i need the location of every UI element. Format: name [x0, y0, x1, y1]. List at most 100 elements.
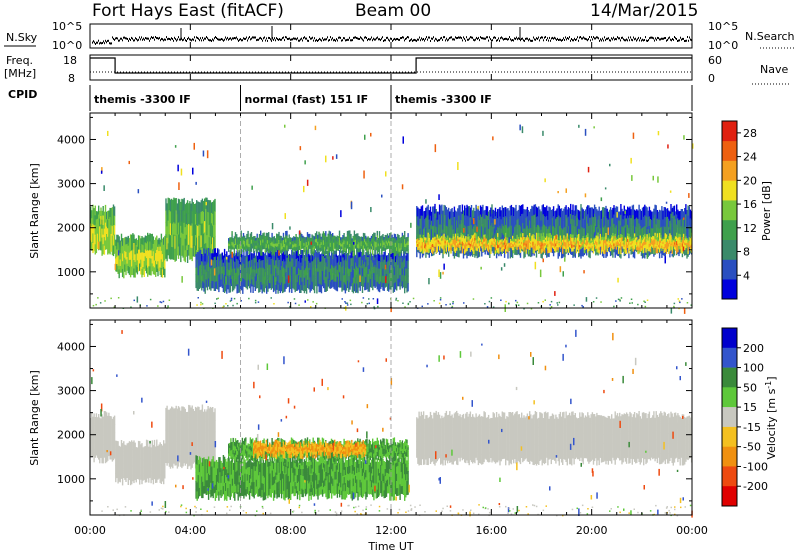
nsky-sample	[588, 38, 589, 41]
nsky-sample	[406, 37, 407, 40]
heat-cell	[276, 248, 278, 257]
heat-cell	[296, 242, 298, 246]
heat-cell	[436, 211, 438, 221]
heat-cell	[98, 214, 100, 224]
heat-cell	[394, 234, 397, 239]
heat-cell	[564, 246, 566, 250]
heat-cell	[326, 258, 328, 268]
heat-cell	[335, 250, 337, 255]
heat-cell	[400, 271, 402, 280]
heat-cell	[348, 260, 350, 269]
heat-cell	[588, 215, 590, 227]
heat-cell	[491, 238, 493, 241]
heat-cell	[557, 242, 559, 246]
heat-cell	[302, 240, 304, 244]
heat-cell	[514, 241, 516, 244]
heat-cell	[184, 238, 186, 251]
heat-cell	[246, 256, 249, 266]
heat-cell	[392, 243, 394, 247]
heat-cell	[301, 250, 303, 259]
heat-cell	[308, 245, 310, 250]
heat-cell	[583, 249, 586, 253]
heat-cell	[287, 248, 289, 252]
heat-cell	[315, 271, 317, 279]
heat-cell	[119, 259, 121, 267]
heat-cell	[593, 232, 596, 242]
heat-cell	[518, 247, 521, 250]
nsky-sample	[557, 37, 558, 40]
heat-cell	[300, 249, 302, 255]
heat-cell	[274, 246, 277, 250]
heat-cell	[484, 218, 486, 228]
heat-cell	[623, 215, 625, 227]
heat-cell	[198, 265, 201, 274]
heat-cell	[312, 274, 315, 283]
heat-cell	[516, 243, 518, 247]
heat-cell	[335, 281, 337, 291]
heat-cell	[398, 278, 400, 287]
heat-cell	[109, 217, 111, 227]
heat-cell	[438, 204, 441, 215]
heat-cell	[248, 274, 251, 282]
heat-cell	[487, 247, 490, 250]
heat-cell	[636, 209, 638, 219]
heat-cell	[442, 210, 444, 221]
nsky-sample	[300, 38, 301, 41]
heat-cell	[596, 227, 598, 237]
heat-cell	[513, 216, 515, 226]
nsky-sample	[251, 37, 252, 40]
heat-cell	[407, 237, 409, 242]
nsky-sample	[281, 38, 282, 41]
heat-cell	[280, 246, 282, 251]
heat-cell	[523, 248, 525, 252]
heat-cell	[91, 226, 93, 235]
heat-cell	[348, 268, 350, 277]
heat-cell	[173, 247, 175, 260]
heat-cell	[217, 272, 219, 282]
heat-cell	[604, 246, 606, 251]
heat-cell	[177, 246, 180, 259]
nsky-sample	[361, 37, 362, 40]
heat-cell	[343, 236, 345, 241]
heat-cell	[341, 258, 343, 268]
station-title: Fort Hays East (fitACF)	[92, 1, 284, 21]
heat-cell	[202, 233, 205, 245]
nsky-sample	[636, 39, 637, 42]
nsky-sample	[222, 38, 223, 41]
heat-cell	[251, 266, 253, 274]
heat-cell	[108, 235, 110, 245]
heat-cell	[442, 243, 444, 247]
heat-cell	[220, 253, 222, 261]
heat-cell	[177, 210, 180, 223]
heat-cell	[388, 283, 390, 292]
heat-cell	[304, 243, 306, 248]
heat-cell	[365, 241, 367, 245]
heat-cell	[472, 238, 474, 243]
nsky-sample	[591, 36, 592, 39]
heat-cell	[377, 283, 380, 292]
heat-cell	[451, 241, 453, 244]
heat-cell	[603, 250, 605, 254]
heat-cell	[293, 274, 295, 283]
heat-cell	[253, 239, 255, 244]
heat-cell	[373, 266, 375, 274]
heat-cell	[222, 269, 225, 278]
heat-cell	[586, 245, 588, 256]
heat-cell	[490, 207, 492, 217]
heat-cell	[491, 245, 493, 248]
heat-cell	[277, 237, 279, 241]
heat-cell	[282, 253, 284, 262]
heat-cell	[201, 261, 203, 269]
nsky-sample	[366, 37, 367, 39]
heat-cell	[437, 227, 440, 236]
nsky-sample	[233, 37, 234, 40]
nsky-sample	[518, 37, 519, 40]
heat-cell	[103, 237, 106, 247]
heat-cell	[137, 235, 140, 243]
heat-cell	[441, 214, 443, 225]
heat-cell	[218, 257, 220, 267]
heat-cell	[448, 240, 450, 244]
heat-cell	[263, 253, 266, 262]
nsky-sample	[171, 37, 172, 40]
heat-cell	[583, 240, 586, 245]
